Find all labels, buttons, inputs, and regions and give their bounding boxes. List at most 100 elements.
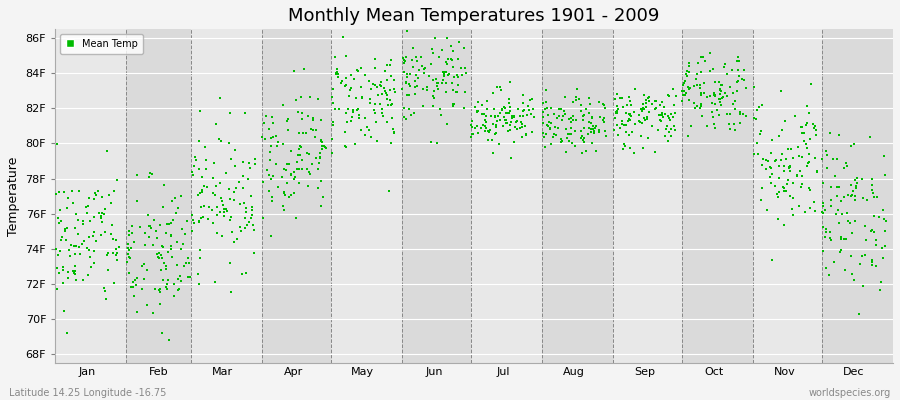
- Point: [176, 240, 190, 247]
- Point: [468, 104, 482, 110]
- Point: [435, 80, 449, 86]
- Point: [292, 109, 306, 115]
- Point: [256, 179, 270, 185]
- Point: [193, 218, 207, 225]
- Point: [635, 105, 650, 112]
- Point: [752, 104, 766, 110]
- Point: [351, 112, 365, 118]
- Point: [680, 71, 694, 78]
- Point: [820, 164, 834, 171]
- Point: [374, 109, 389, 116]
- Point: [395, 86, 410, 92]
- Point: [417, 66, 431, 72]
- Point: [362, 78, 376, 84]
- Point: [149, 250, 164, 257]
- Point: [164, 232, 178, 238]
- Point: [449, 88, 464, 95]
- Point: [562, 116, 576, 122]
- Point: [786, 155, 800, 161]
- Point: [516, 100, 530, 106]
- Point: [678, 92, 692, 98]
- Point: [436, 72, 451, 79]
- Point: [260, 167, 274, 174]
- Point: [587, 130, 601, 136]
- Point: [620, 102, 634, 108]
- Point: [616, 122, 631, 128]
- Point: [502, 122, 517, 128]
- Point: [802, 151, 816, 158]
- Point: [833, 236, 848, 242]
- Point: [781, 164, 796, 171]
- Point: [94, 194, 109, 200]
- Point: [609, 109, 624, 116]
- Point: [101, 267, 115, 274]
- Point: [192, 137, 206, 144]
- Point: [405, 63, 419, 70]
- Point: [371, 92, 385, 98]
- Point: [711, 95, 725, 102]
- Point: [436, 70, 451, 77]
- Point: [157, 182, 171, 188]
- Point: [291, 152, 305, 158]
- Point: [368, 56, 382, 62]
- Point: [764, 165, 778, 172]
- Point: [642, 109, 656, 116]
- Point: [702, 50, 716, 56]
- Point: [622, 115, 636, 122]
- Point: [872, 286, 886, 293]
- Point: [213, 194, 228, 201]
- Point: [810, 169, 824, 176]
- Point: [624, 111, 638, 117]
- Point: [382, 188, 397, 194]
- Point: [771, 133, 786, 140]
- Point: [498, 105, 512, 112]
- Point: [778, 118, 792, 125]
- Point: [868, 263, 883, 270]
- Point: [447, 101, 462, 107]
- Point: [694, 54, 708, 60]
- Point: [662, 129, 676, 135]
- Point: [410, 58, 425, 64]
- Point: [319, 145, 333, 152]
- Point: [435, 47, 449, 54]
- Point: [662, 115, 677, 121]
- Point: [516, 113, 530, 120]
- Point: [592, 99, 607, 106]
- Point: [724, 66, 739, 73]
- Point: [759, 157, 773, 163]
- Point: [544, 120, 559, 126]
- Point: [179, 260, 194, 267]
- Point: [198, 144, 212, 150]
- Point: [404, 112, 419, 118]
- Point: [262, 126, 276, 132]
- Point: [213, 95, 228, 102]
- Point: [475, 102, 490, 108]
- Point: [424, 139, 438, 145]
- Point: [356, 94, 370, 101]
- Point: [61, 247, 76, 254]
- Point: [56, 264, 70, 270]
- Point: [616, 104, 630, 110]
- Point: [613, 94, 627, 101]
- Point: [344, 85, 358, 92]
- Point: [512, 125, 526, 131]
- Point: [544, 141, 558, 147]
- Point: [409, 54, 423, 60]
- Point: [206, 160, 220, 166]
- Point: [263, 148, 277, 155]
- Point: [755, 184, 770, 191]
- Point: [349, 95, 364, 102]
- Point: [760, 158, 775, 164]
- Point: [175, 278, 189, 284]
- Point: [575, 112, 590, 119]
- Point: [430, 80, 445, 86]
- Point: [238, 225, 252, 231]
- Point: [552, 106, 566, 112]
- Point: [762, 174, 777, 180]
- Point: [171, 276, 185, 282]
- Point: [143, 170, 157, 176]
- Point: [238, 215, 253, 221]
- Point: [573, 107, 588, 114]
- Point: [714, 102, 728, 108]
- Point: [237, 172, 251, 179]
